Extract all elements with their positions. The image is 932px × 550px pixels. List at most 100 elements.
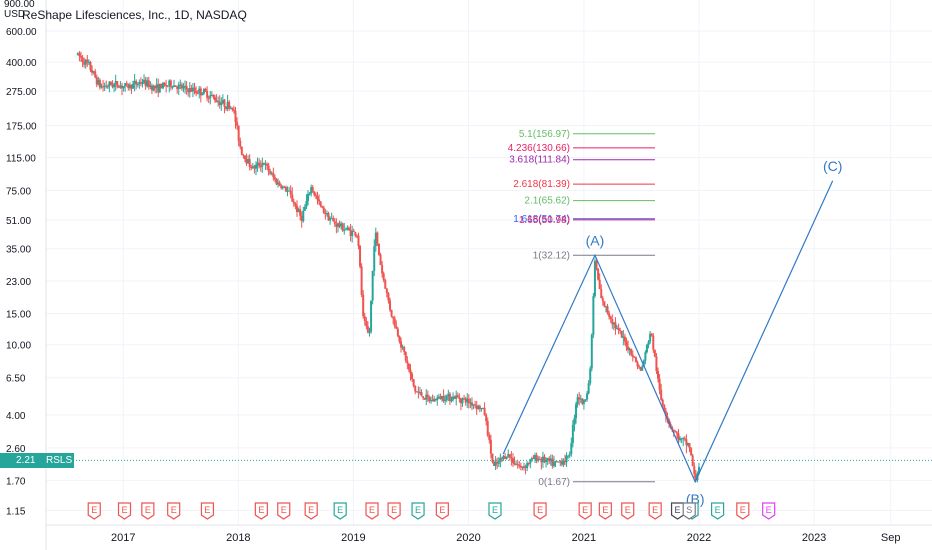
candle-body xyxy=(475,405,478,410)
candle-body xyxy=(184,85,187,87)
candle-body xyxy=(379,254,382,265)
candle-body xyxy=(603,301,606,307)
candle-body xyxy=(625,341,628,347)
candle-body xyxy=(431,399,434,402)
time-axis[interactable]: 2017 2018 2019 2020 2021 2022 2023 Sep xyxy=(46,524,932,544)
candle-body xyxy=(500,458,503,460)
candle-body xyxy=(587,383,590,394)
candle-body xyxy=(551,458,554,467)
candle-body xyxy=(300,215,303,222)
candle-body xyxy=(168,80,171,86)
candle-body xyxy=(634,357,637,363)
candle-body xyxy=(270,173,273,175)
candle-body xyxy=(78,53,81,57)
candle-body xyxy=(537,458,540,461)
candle-body xyxy=(130,84,133,89)
candle-body xyxy=(84,59,87,65)
fib-level-label: 3.618(111.84) xyxy=(509,155,570,166)
candle-body xyxy=(657,370,660,379)
candle-body xyxy=(209,95,212,99)
earnings-markers[interactable]: EEEEEEEEEEEEEEEEEEEEEEEES xyxy=(87,502,776,520)
candle-body xyxy=(371,270,374,301)
candle-body xyxy=(124,83,127,87)
candle-body xyxy=(125,83,128,85)
candle-body xyxy=(214,97,217,101)
candle-body xyxy=(685,439,688,446)
candle-body xyxy=(453,396,456,399)
candle-body xyxy=(329,218,332,221)
candle-body xyxy=(149,85,152,88)
candle-body xyxy=(597,268,600,280)
candle-body xyxy=(604,306,607,308)
earnings-marker-label: E xyxy=(204,505,210,515)
candle-body xyxy=(674,431,677,433)
candle-body xyxy=(387,293,390,301)
candle-body xyxy=(237,125,240,141)
candle-body xyxy=(575,404,578,419)
y-tick-label: 275.00 xyxy=(6,87,37,98)
candle-body xyxy=(633,356,636,358)
candle-body xyxy=(600,289,603,299)
candle-body xyxy=(218,101,221,106)
candle-body xyxy=(83,61,86,65)
candle-body xyxy=(325,213,328,215)
candle-body xyxy=(240,146,243,155)
candle-body xyxy=(456,395,459,398)
candle-body xyxy=(426,394,429,398)
candle-body xyxy=(330,218,333,220)
candle-body xyxy=(318,199,321,202)
candle-body xyxy=(157,84,160,93)
candle-body xyxy=(225,106,228,109)
candle-body xyxy=(534,455,537,460)
candle-body xyxy=(660,389,663,400)
fib-extension-tool[interactable]: 5.1(156.97) 4.236(130.66)3.618(111.84) 2.6… xyxy=(508,129,655,488)
candle-body xyxy=(245,159,248,164)
earnings-marker-label: E xyxy=(625,505,631,515)
elliott-wave-drawing[interactable]: (A)(B)(C) xyxy=(502,158,842,507)
candle-body xyxy=(417,391,420,393)
y-tick-label: 23.00 xyxy=(6,277,31,288)
fib-level-label: 1.618(51.74) xyxy=(513,214,570,225)
symbol-title[interactable]: ReShape Lifesciences, Inc., 1D, NASDAQ xyxy=(22,8,247,22)
candle-body xyxy=(102,86,105,88)
earnings-marker xyxy=(365,502,379,520)
candle-body xyxy=(180,84,183,89)
candle-body xyxy=(570,443,573,455)
candle-body xyxy=(474,404,477,406)
candle-body xyxy=(694,473,697,481)
earnings-marker xyxy=(621,502,635,520)
fib-level-label: 2.618(81.39) xyxy=(513,179,570,190)
candle-body xyxy=(578,397,581,400)
candle-body xyxy=(504,456,507,459)
candle-body xyxy=(562,460,565,465)
earnings-marker-label: E xyxy=(91,505,97,515)
candle-body xyxy=(527,462,530,464)
candle-body xyxy=(493,462,496,467)
candle-body xyxy=(187,89,190,93)
candle-body xyxy=(267,165,270,172)
candle-body xyxy=(538,458,541,460)
candle-body xyxy=(415,391,418,393)
candle-body xyxy=(294,203,297,206)
candle-body xyxy=(463,398,466,400)
candle-body xyxy=(382,273,385,281)
y-tick-label: 400.00 xyxy=(6,58,37,69)
candle-body xyxy=(589,368,592,384)
earnings-marker xyxy=(533,502,547,520)
candle-body xyxy=(398,335,401,342)
candle-body xyxy=(690,448,693,456)
candle-body xyxy=(661,399,664,406)
candle-body xyxy=(355,235,358,237)
candle-body xyxy=(445,395,448,400)
candle-body xyxy=(223,99,226,107)
candle-body xyxy=(106,86,109,88)
candle-body xyxy=(253,166,256,169)
candle-body xyxy=(518,464,521,467)
candle-body xyxy=(275,179,278,185)
candle-body xyxy=(289,190,292,195)
candle-body xyxy=(598,279,601,290)
candle-body xyxy=(215,100,218,103)
candle-body xyxy=(207,97,210,99)
candle-body xyxy=(258,162,261,167)
